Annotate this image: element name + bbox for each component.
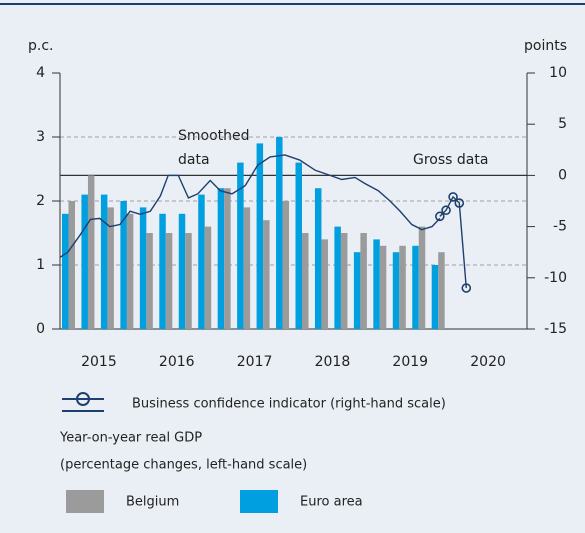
y-tick-label: 3	[36, 129, 45, 145]
bar	[165, 233, 173, 329]
marker	[448, 192, 458, 202]
bar	[100, 194, 108, 329]
y2-tick-label: -5	[553, 219, 567, 235]
bar	[146, 233, 153, 329]
legend-label: Euro area	[300, 495, 363, 510]
bar	[107, 207, 114, 329]
marker	[441, 205, 451, 216]
marker	[435, 211, 445, 222]
legend-swatch	[240, 490, 278, 513]
bar	[353, 252, 361, 329]
y2-tick-label: -15	[544, 321, 567, 337]
y2-tick-label: -10	[544, 270, 567, 286]
bar	[120, 201, 127, 329]
bar	[217, 188, 225, 329]
x-tick-label: 2017	[237, 354, 273, 370]
bar	[87, 175, 95, 329]
bar	[438, 252, 445, 329]
x-tick-label: 2016	[159, 354, 195, 370]
bar	[418, 226, 426, 329]
y2-axis-label: points	[524, 38, 567, 54]
bar	[68, 201, 75, 329]
bar	[159, 213, 166, 329]
line	[59, 154, 441, 258]
bar	[81, 194, 88, 329]
annotation: Gross data	[413, 152, 488, 168]
bar	[126, 213, 134, 329]
bar	[139, 207, 147, 329]
bar	[204, 226, 212, 329]
bar	[295, 162, 302, 329]
y-tick-label: 4	[36, 65, 45, 81]
legend-swatch	[66, 490, 104, 513]
y2-tick-label: 0	[558, 167, 567, 183]
y-tick-label: 0	[36, 321, 45, 337]
bar	[282, 201, 290, 329]
y-tick-label: 2	[36, 193, 45, 209]
bar	[321, 239, 328, 329]
bar	[224, 188, 231, 329]
bar	[178, 213, 186, 329]
x-tick-label: 2020	[470, 354, 506, 370]
bar	[379, 245, 387, 329]
legend-title: Year-on-year real GDP	[59, 431, 202, 446]
y2-tick-label: 5	[558, 116, 567, 132]
bar	[62, 213, 69, 329]
bar	[340, 233, 348, 329]
y2-tick-label: 10	[549, 65, 567, 81]
y-tick-label: 1	[36, 257, 45, 273]
bar	[185, 233, 192, 329]
y-axis-label: p.c.	[28, 38, 53, 54]
bar	[302, 233, 309, 329]
marker	[454, 198, 465, 208]
bar	[412, 245, 419, 329]
annotation: data	[178, 152, 210, 168]
x-tick-label: 2015	[81, 354, 117, 370]
bar	[373, 239, 380, 329]
legend-label: Belgium	[126, 495, 179, 510]
bar	[243, 207, 251, 329]
bar	[256, 143, 264, 329]
bar	[237, 162, 244, 329]
marker	[461, 283, 472, 293]
gross-line	[439, 195, 467, 289]
bar	[276, 137, 283, 329]
bar	[263, 220, 270, 329]
legend-marker	[76, 392, 90, 406]
bar	[334, 226, 341, 329]
legend-label: Business confidence indicator (right-han…	[132, 397, 446, 412]
bar	[399, 245, 406, 329]
bar	[360, 233, 367, 329]
x-tick-label: 2019	[392, 354, 428, 370]
bar	[314, 188, 322, 329]
legend-title: (percentage changes, left-hand scale)	[60, 458, 307, 473]
annotation: Smoothed	[178, 128, 250, 144]
bar	[198, 194, 205, 329]
bar	[392, 252, 400, 329]
bar	[431, 265, 439, 329]
x-tick-label: 2018	[315, 354, 351, 370]
